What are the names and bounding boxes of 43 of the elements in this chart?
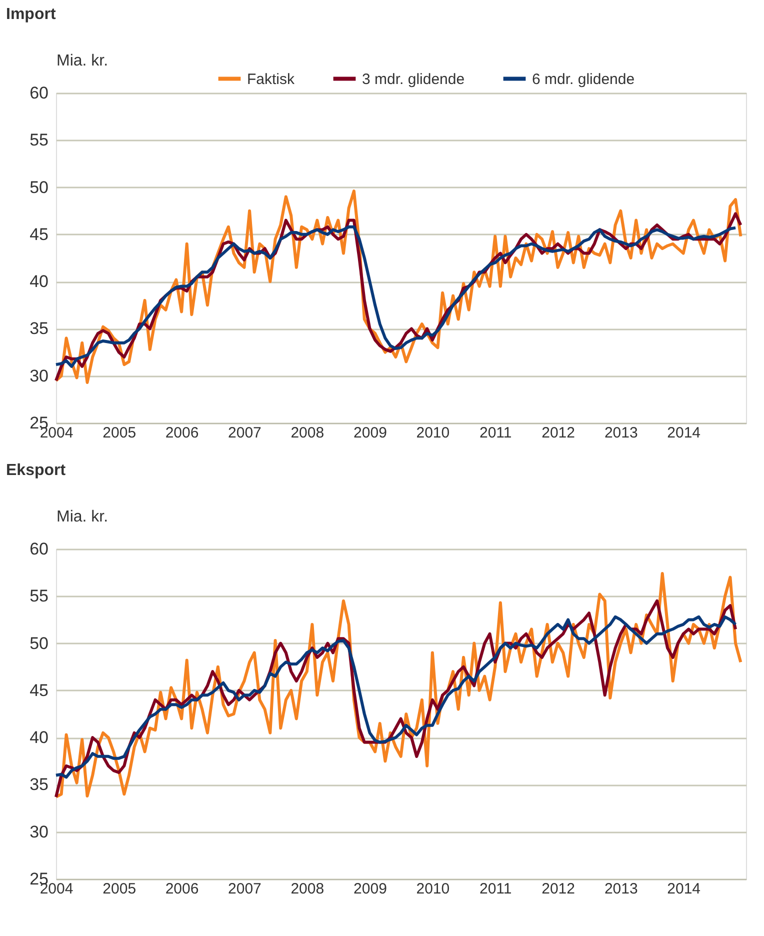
x-tick-label: 2014 (667, 880, 701, 898)
y-axis-title: Mia. kr. (56, 52, 108, 70)
y-tick-label: 50 (30, 634, 48, 653)
x-tick-label: 2008 (290, 880, 324, 898)
x-tick-label: 2011 (479, 424, 512, 442)
x-tick-label: 2012 (542, 880, 575, 898)
y-tick-label: 35 (30, 775, 48, 794)
y-axis-title: Mia. kr. (56, 508, 108, 526)
x-tick-label: 2009 (354, 424, 387, 442)
y-tick-label: 30 (30, 822, 48, 842)
x-tick-label: 2009 (354, 880, 387, 898)
x-tick-label: 2010 (416, 880, 450, 898)
y-tick-label: 45 (30, 680, 48, 700)
y-tick-label: 55 (30, 130, 48, 150)
y-tick-label: 50 (30, 178, 48, 197)
line-series (54, 225, 738, 368)
chart-title: Eksport (6, 462, 66, 479)
x-tick-label: 2006 (165, 424, 199, 442)
legend-label: Faktisk (247, 70, 296, 88)
y-tick-label: 30 (30, 366, 48, 386)
x-tick-label: 2011 (479, 880, 512, 898)
line-series (54, 615, 738, 779)
y-tick-label: 40 (30, 272, 48, 292)
x-tick-label: 2008 (290, 424, 324, 442)
x-tick-label: 2005 (102, 424, 136, 442)
y-tick-label: 55 (30, 586, 48, 606)
y-tick-label: 35 (30, 319, 48, 338)
x-tick-label: 2014 (667, 424, 701, 442)
x-tick-label: 2010 (416, 424, 450, 442)
y-tick-label: 45 (30, 224, 48, 244)
x-tick-label: 2012 (542, 424, 575, 442)
x-tick-label: 2007 (228, 880, 262, 898)
x-tick-label: 2013 (604, 424, 638, 442)
y-tick-label: 40 (30, 728, 48, 748)
chart-title: Import (6, 6, 56, 23)
legend-label: 6 mdr. glidende (532, 70, 635, 88)
legend-label: 3 mdr. glidende (362, 70, 465, 88)
y-tick-label: 60 (30, 84, 48, 102)
y-tick-label: 60 (30, 540, 48, 558)
x-tick-label: 2007 (228, 424, 262, 442)
x-tick-label: 2013 (604, 880, 638, 898)
x-tick-label: 2005 (102, 880, 136, 898)
x-tick-label: 2006 (165, 880, 199, 898)
